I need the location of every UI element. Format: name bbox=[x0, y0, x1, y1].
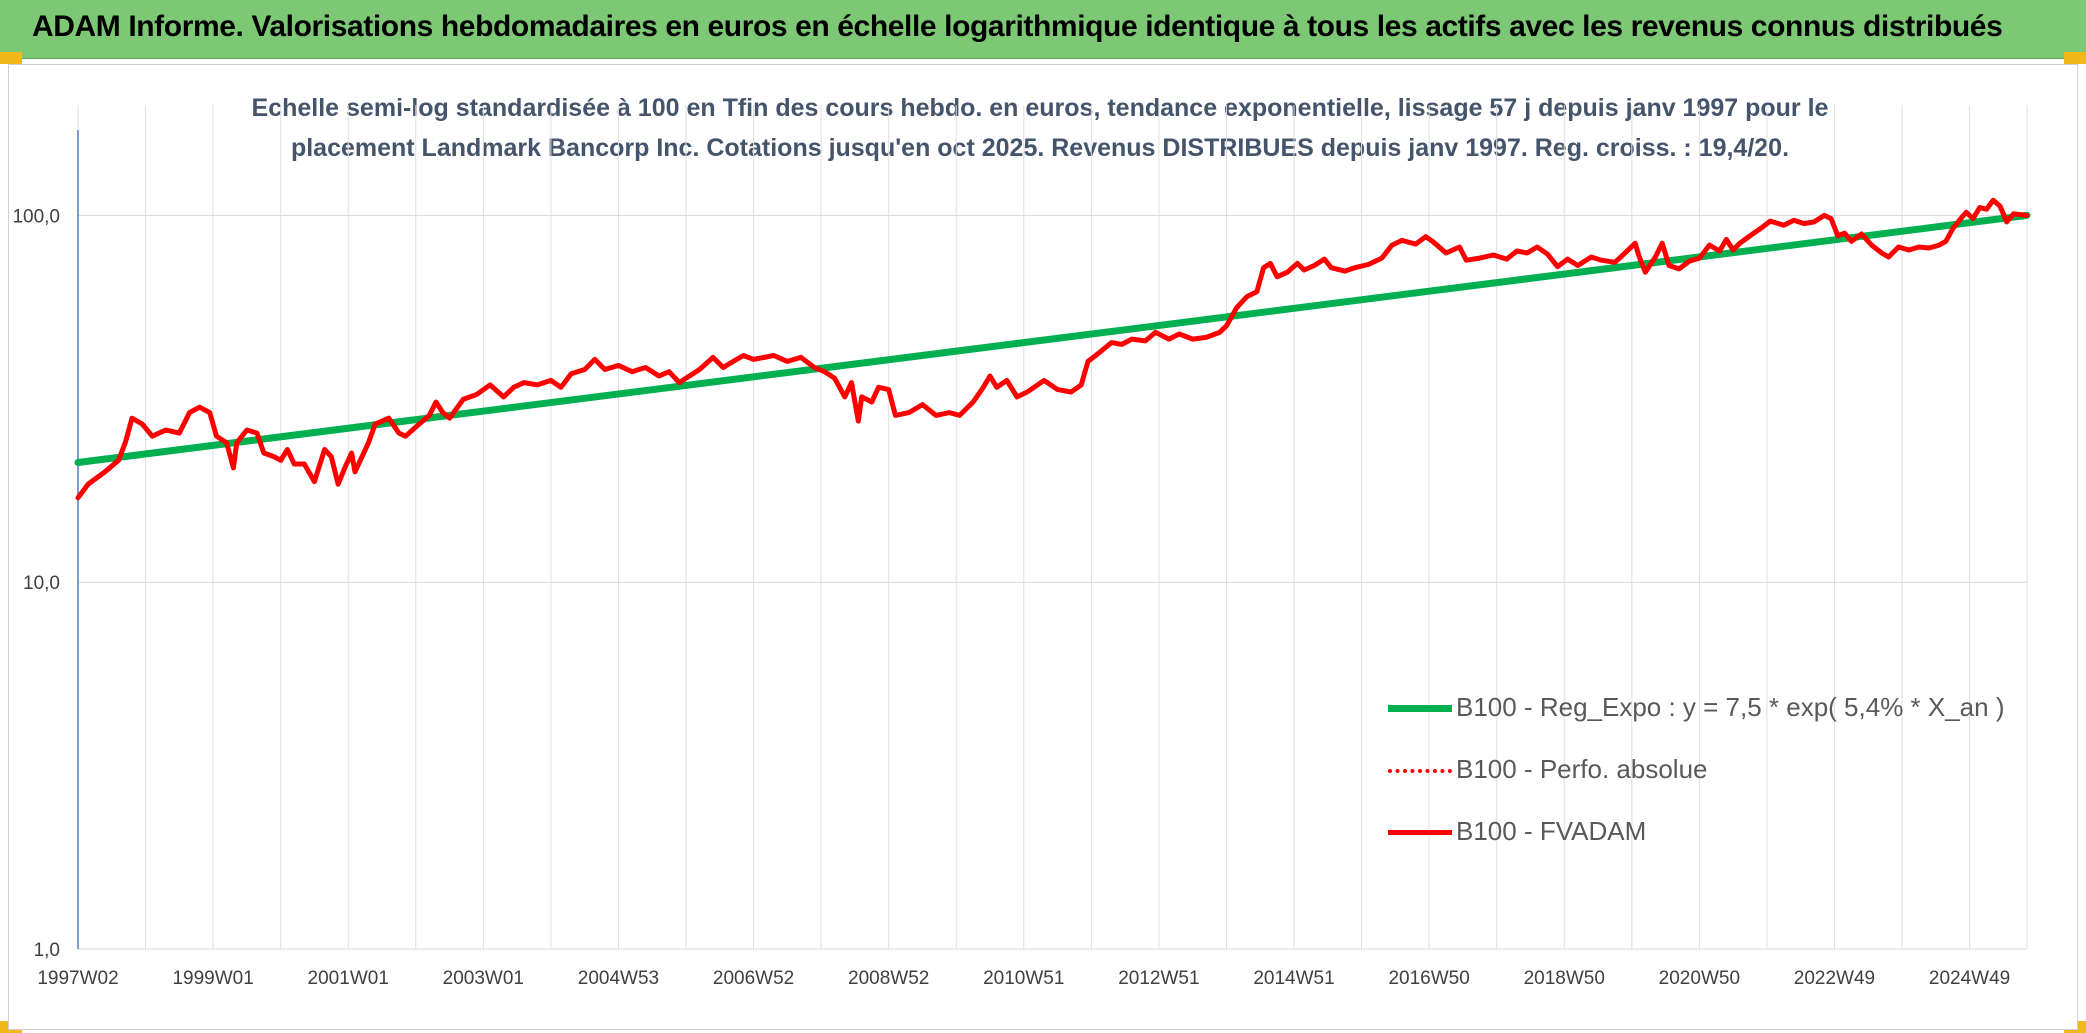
legend-swatch-fvadam bbox=[1388, 830, 1452, 835]
chart-title-line-2: placement Landmark Bancorp Inc. Cotation… bbox=[290, 134, 1790, 162]
legend-swatch-absolute-perf bbox=[1388, 769, 1452, 773]
y-tick-label: 1,0 bbox=[34, 940, 60, 961]
x-tick-label: 2014W51 bbox=[1253, 968, 1334, 989]
x-tick-label: 1999W01 bbox=[172, 968, 253, 989]
trend-line bbox=[74, 211, 2031, 466]
x-tick-label: 2018W50 bbox=[1524, 968, 1605, 989]
chart-title-line-1: Echelle semi-log standardisée à 100 en T… bbox=[251, 94, 1829, 122]
x-tick-label: 2020W50 bbox=[1659, 968, 1740, 989]
legend: B100 - Reg_Expo : y = 7,5 * exp( 5,4% * … bbox=[1388, 686, 2028, 872]
series-layer bbox=[74, 197, 2031, 501]
y-axis-ticks: 1,0 10,0 100,0 bbox=[12, 206, 60, 961]
legend-item-absolute-perf: B100 - Perfo. absolue bbox=[1388, 748, 2028, 810]
x-tick-label: 2008W52 bbox=[848, 968, 929, 989]
x-tick-label: 2012W51 bbox=[1118, 968, 1199, 989]
chart-title: Echelle semi-log standardisée à 100 en T… bbox=[250, 88, 1830, 168]
x-tick-label: 2001W01 bbox=[308, 968, 389, 989]
corner-marker bbox=[0, 52, 22, 64]
fvadam-line bbox=[75, 197, 2030, 501]
x-tick-label: 2024W49 bbox=[1929, 968, 2010, 989]
y-tick-label: 10,0 bbox=[23, 573, 60, 594]
legend-swatch-trend bbox=[1388, 705, 1452, 712]
report-header: ADAM Informe. Valorisations hebdomadaire… bbox=[0, 0, 2086, 59]
legend-label-trend: B100 - Reg_Expo : y = 7,5 * exp( 5,4% * … bbox=[1456, 692, 2005, 722]
x-tick-label: 1997W02 bbox=[37, 968, 118, 989]
x-tick-label: 2006W52 bbox=[713, 968, 794, 989]
corner-marker bbox=[2064, 52, 2086, 64]
legend-label-fvadam: B100 - FVADAM bbox=[1456, 816, 1647, 846]
legend-item-fvadam: B100 - FVADAM bbox=[1388, 810, 2028, 872]
y-tick-label: 100,0 bbox=[12, 206, 60, 227]
x-tick-label: 2022W49 bbox=[1794, 968, 1875, 989]
legend-label-absolute-perf: B100 - Perfo. absolue bbox=[1456, 754, 1708, 784]
legend-item-trend: B100 - Reg_Expo : y = 7,5 * exp( 5,4% * … bbox=[1388, 686, 2028, 748]
x-axis-ticks: 1997W02 1999W01 2001W01 2003W01 2004W53 2006W… bbox=[37, 968, 2010, 989]
x-tick-label: 2003W01 bbox=[443, 968, 524, 989]
x-tick-label: 2004W53 bbox=[578, 968, 659, 989]
x-tick-label: 2010W51 bbox=[983, 968, 1064, 989]
chart-frame bbox=[8, 64, 2078, 1030]
x-tick-label: 2016W50 bbox=[1388, 968, 1469, 989]
report-title: ADAM Informe. Valorisations hebdomadaire… bbox=[32, 10, 2003, 43]
